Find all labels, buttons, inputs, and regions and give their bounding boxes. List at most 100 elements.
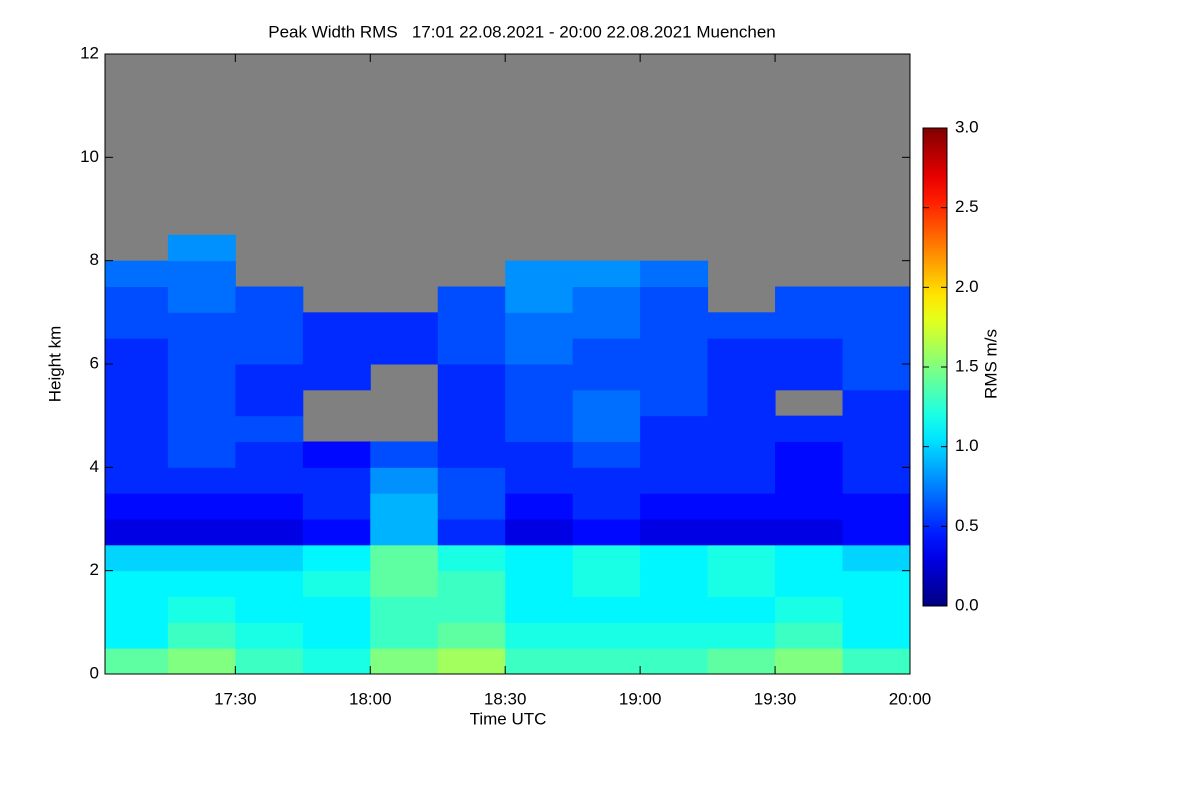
heatmap-cell bbox=[572, 519, 641, 546]
heatmap-cell bbox=[505, 467, 574, 494]
heatmap-cell bbox=[505, 622, 574, 649]
heatmap-cell bbox=[437, 493, 506, 520]
heatmap-cell bbox=[105, 441, 169, 468]
x-tick-label: 20:00 bbox=[889, 689, 932, 708]
y-axis-label: Height km bbox=[45, 326, 64, 403]
heatmap-cell bbox=[842, 286, 911, 313]
heatmap-cell bbox=[842, 415, 911, 442]
y-tick-label: 6 bbox=[90, 353, 99, 372]
heatmap-cell bbox=[775, 467, 844, 494]
heatmap-cell bbox=[775, 364, 844, 391]
heatmap-cell bbox=[505, 338, 574, 365]
heatmap-cell bbox=[370, 596, 439, 623]
heatmap-cell bbox=[167, 286, 236, 313]
heatmap-cell bbox=[842, 570, 911, 597]
heatmap-cell bbox=[505, 648, 574, 675]
heatmap-cell bbox=[640, 260, 709, 287]
heatmap-cell bbox=[167, 338, 236, 365]
x-axis-label: Time UTC bbox=[470, 709, 547, 728]
heatmap-cell bbox=[302, 648, 371, 675]
heatmap-cell bbox=[707, 648, 776, 675]
colorbar-tick-label: 0.0 bbox=[955, 595, 979, 614]
x-tick-label: 19:30 bbox=[754, 689, 797, 708]
colorbar-label: RMS m/s bbox=[981, 329, 1000, 399]
heatmap-cell bbox=[235, 570, 304, 597]
y-tick-label: 0 bbox=[90, 663, 99, 682]
x-tick-label: 19:00 bbox=[619, 689, 662, 708]
heatmap-cell bbox=[775, 596, 844, 623]
heatmap-cell bbox=[437, 364, 506, 391]
heatmap-cell bbox=[707, 467, 776, 494]
heatmap-cell bbox=[775, 441, 844, 468]
heatmap-cell bbox=[370, 622, 439, 649]
heatmap-cell bbox=[167, 570, 236, 597]
chart-title: Peak Width RMS 17:01 22.08.2021 - 20:00 … bbox=[268, 22, 776, 41]
heatmap-cell bbox=[707, 338, 776, 365]
heatmap-cell bbox=[707, 544, 776, 572]
heatmap-cell bbox=[167, 493, 236, 520]
heatmap-cell bbox=[505, 364, 574, 391]
heatmap-cell bbox=[437, 648, 506, 675]
heatmap-cell bbox=[640, 338, 709, 365]
heatmap-cell bbox=[302, 441, 371, 468]
colorbar-tick-label: 2.0 bbox=[955, 277, 979, 296]
heatmap-cell bbox=[842, 441, 911, 468]
heatmap-cell bbox=[370, 519, 439, 546]
heatmap-cell bbox=[167, 415, 236, 442]
heatmap-cell bbox=[842, 364, 911, 391]
heatmap-cell bbox=[105, 260, 169, 287]
heatmap-cell bbox=[302, 364, 371, 391]
heatmap-cell bbox=[167, 596, 236, 623]
heatmap-cell bbox=[302, 570, 371, 597]
heatmap-cell bbox=[505, 415, 574, 442]
heatmap-cell bbox=[505, 389, 574, 417]
heatmap-cell bbox=[775, 544, 844, 572]
heatmap-cell bbox=[167, 234, 236, 262]
heatmap-cell bbox=[167, 312, 236, 339]
heatmap-cell bbox=[640, 519, 709, 546]
heatmap-cell bbox=[370, 441, 439, 468]
heatmap-cell bbox=[167, 519, 236, 546]
heatmap-cell bbox=[572, 596, 641, 623]
heatmap-cell bbox=[505, 519, 574, 546]
heatmap-cell bbox=[640, 596, 709, 623]
heatmap-cell bbox=[370, 312, 439, 339]
heatmap-cell bbox=[572, 570, 641, 597]
heatmap-cell bbox=[105, 493, 169, 520]
heatmap-cell bbox=[235, 364, 304, 391]
heatmap-cell bbox=[437, 570, 506, 597]
heatmap-cell bbox=[640, 389, 709, 417]
heatmap-cell bbox=[775, 622, 844, 649]
heatmap-cell bbox=[105, 467, 169, 494]
heatmap-cell bbox=[505, 260, 574, 287]
heatmap-cell bbox=[842, 622, 911, 649]
x-tick-label: 17:30 bbox=[214, 689, 257, 708]
heatmap-cell bbox=[572, 622, 641, 649]
heatmap-cell bbox=[235, 467, 304, 494]
heatmap-cell bbox=[707, 389, 776, 417]
heatmap-cell bbox=[842, 338, 911, 365]
heatmap-cell bbox=[105, 648, 169, 675]
heatmap-cell bbox=[105, 544, 169, 572]
heatmap-cell bbox=[707, 622, 776, 649]
heatmap-cell bbox=[505, 441, 574, 468]
heatmap-cell bbox=[167, 544, 236, 572]
heatmap-cell bbox=[505, 596, 574, 623]
heatmap-cell bbox=[572, 364, 641, 391]
heatmap-cell bbox=[572, 544, 641, 572]
heatmap-cell bbox=[707, 570, 776, 597]
heatmap-cell bbox=[167, 260, 236, 287]
y-tick-label: 4 bbox=[90, 457, 99, 476]
heatmap-cell bbox=[640, 467, 709, 494]
heatmap-cell bbox=[105, 364, 169, 391]
colorbar-tick-label: 2.5 bbox=[955, 197, 979, 216]
heatmap-cell bbox=[775, 493, 844, 520]
heatmap-cell bbox=[572, 441, 641, 468]
heatmap-cell bbox=[370, 570, 439, 597]
colorbar-tick-label: 1.0 bbox=[955, 436, 979, 455]
heatmap-cell bbox=[572, 286, 641, 313]
heatmap-cell bbox=[707, 415, 776, 442]
x-tick-label: 18:30 bbox=[484, 689, 527, 708]
heatmap-cell bbox=[437, 389, 506, 417]
